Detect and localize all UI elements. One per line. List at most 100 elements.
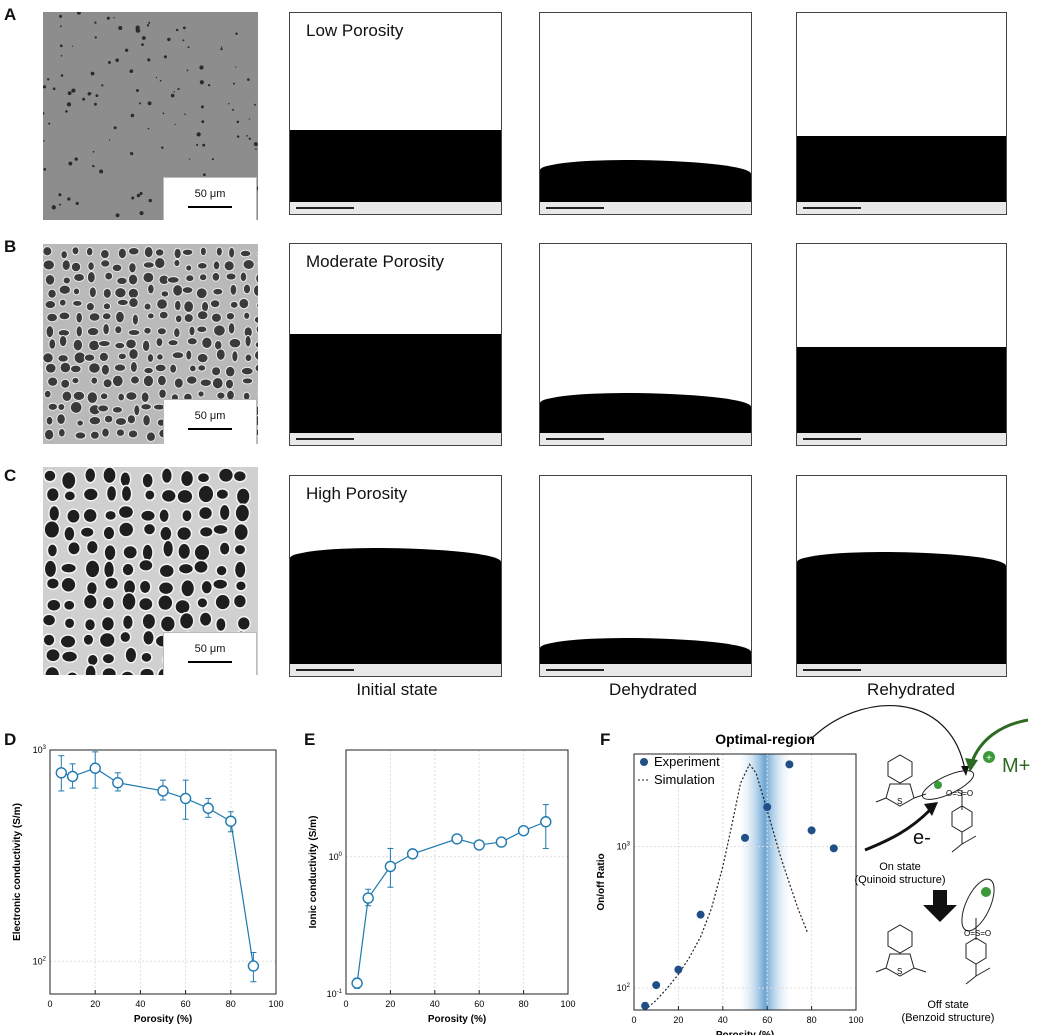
electron-label: e-	[913, 827, 931, 849]
data-point	[351, 977, 363, 989]
porosity-title: Low Porosity	[306, 21, 404, 40]
data-point	[473, 839, 485, 851]
cross-section-moderate-rehydrated	[796, 243, 1007, 446]
x-tick-label: 100	[848, 1015, 863, 1025]
y-tick-label: 10-1	[327, 989, 343, 999]
column-label-initial: Initial state	[356, 680, 438, 699]
data-point	[157, 785, 169, 797]
cross-section-low-dehydrated	[539, 12, 752, 215]
panel-letter-e: E	[304, 730, 316, 749]
cross-section-moderate-initial: Moderate Porosity	[289, 243, 502, 446]
scale-bar	[803, 438, 861, 440]
substrate	[540, 432, 751, 445]
optimal-region-band	[736, 754, 794, 1010]
data-point	[202, 802, 214, 814]
on-state-sulfonate: O=S=O	[946, 789, 973, 798]
x-tick-label: 0	[343, 999, 348, 1009]
series-line	[61, 767, 254, 967]
x-tick-label: 20	[90, 999, 100, 1009]
scale-bar	[188, 661, 232, 663]
x-axis-label: Porosity (%)	[134, 1014, 192, 1025]
cation-plus: +	[986, 753, 992, 764]
substrate	[540, 201, 751, 214]
cross-section-high-rehydrated	[796, 475, 1007, 677]
scale-text: 50 μm	[194, 410, 226, 422]
y-tick-label: 102	[617, 983, 631, 993]
off-state-molecule-icon	[875, 878, 995, 985]
substrate	[797, 201, 1006, 214]
off-state-sulfonate: O=S=O	[964, 929, 991, 938]
on-state-bound-ion-icon	[934, 781, 942, 789]
plot-frame	[633, 753, 857, 1011]
scale-box: 50 μm	[163, 399, 257, 444]
y-tick-base: 10	[617, 983, 627, 993]
electron-arrow-head	[924, 802, 938, 816]
y-tick-label: 102	[33, 956, 47, 966]
m-plus-label: M+	[1002, 755, 1030, 777]
y-tick-label: 100	[329, 852, 343, 862]
off-state-s-atom: S	[897, 967, 902, 976]
data-point	[517, 824, 530, 837]
on-state-structure: (Quinoid structure)	[854, 874, 945, 886]
experiment-point	[763, 803, 772, 812]
scale-bar	[296, 207, 354, 209]
down-arrow-icon	[923, 890, 957, 922]
legend-label-simulation: Simulation	[654, 772, 715, 787]
film-layer	[540, 159, 751, 202]
electron-arrow	[864, 808, 932, 852]
x-axis-label: Porosity (%)	[428, 1014, 486, 1025]
y-tick-exp: 3	[43, 745, 47, 751]
scale-bar	[803, 207, 861, 209]
scale-bar	[296, 438, 354, 440]
sem-image-low-porosity: 50 μm	[43, 12, 258, 220]
y-tick-label: 103	[33, 745, 47, 755]
on-state-molecule-icon	[875, 754, 977, 853]
y-tick-base: 10	[33, 745, 43, 755]
ion-arrow-head	[965, 758, 978, 772]
y-tick-base: 10	[33, 956, 43, 966]
scale-bar	[296, 669, 354, 671]
y-tick-label: 103	[617, 841, 631, 851]
x-tick-label: 40	[718, 1015, 728, 1025]
scale-bar	[803, 669, 861, 671]
ion-arrow	[970, 718, 1029, 763]
x-tick-label: 40	[430, 999, 440, 1009]
x-tick-label: 20	[385, 999, 395, 1009]
chart-title: Optimal-region	[715, 731, 815, 747]
data-point	[384, 860, 397, 873]
link-arrow	[809, 704, 966, 771]
experiment-point	[652, 981, 661, 990]
film-layer	[797, 135, 1006, 202]
data-point	[362, 892, 374, 904]
experiment-point	[785, 760, 794, 769]
on-state-s-atom: S	[897, 797, 902, 806]
experiment-point	[807, 826, 816, 835]
y-axis-label: Ionic conductivity (S/m)	[308, 816, 319, 929]
y-tick-base: 10	[329, 852, 339, 862]
panel-letter-b: B	[4, 237, 17, 256]
x-tick-label: 0	[631, 1015, 636, 1025]
panel-letter-c: C	[4, 466, 17, 485]
experiment-point	[641, 1001, 650, 1010]
off-state-structure: (Benzoid structure)	[902, 1012, 995, 1024]
data-point	[89, 762, 101, 774]
data-point	[112, 777, 124, 789]
plot-frame	[345, 749, 569, 995]
scale-bar	[546, 207, 604, 209]
y-tick-base: 10	[617, 841, 627, 851]
substrate	[290, 432, 501, 445]
porosity-title: High Porosity	[306, 484, 408, 503]
experiment-point	[829, 844, 838, 853]
cation-icon	[983, 751, 995, 763]
legend-label-experiment: Experiment	[654, 754, 720, 769]
off-state-label: Off state	[927, 999, 968, 1011]
y-tick-exp: 2	[43, 956, 47, 962]
y-axis-label: On/off Ratio	[596, 853, 607, 910]
film-layer	[797, 346, 1006, 433]
simulation-line	[644, 763, 808, 1011]
experiment-point	[674, 965, 683, 974]
y-tick-exp: -1	[337, 989, 343, 995]
cross-section-low-rehydrated	[796, 12, 1007, 215]
substrate	[797, 432, 1006, 445]
data-point	[66, 770, 79, 783]
